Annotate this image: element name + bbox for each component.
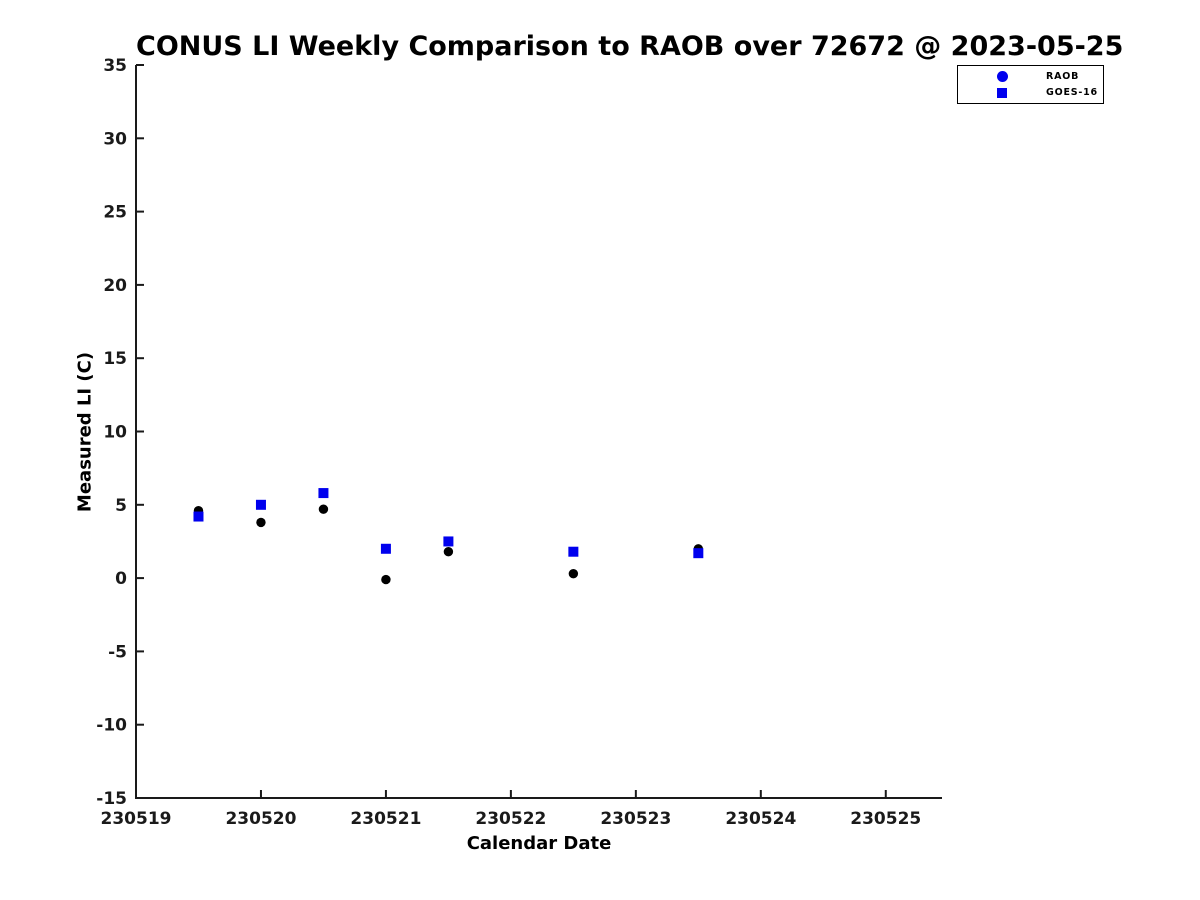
y-tick-label: -5 (108, 642, 127, 662)
data-point-raob (443, 547, 454, 557)
data-point-raob (381, 574, 391, 585)
legend-marker-wrap (958, 71, 1046, 82)
data-point-raob (256, 517, 266, 528)
legend-label-goes16: GOES-16 (1046, 87, 1098, 98)
raob-circle-marker-icon (996, 71, 1008, 82)
goes16-square-marker-icon (997, 87, 1007, 98)
y-tick-label: 20 (103, 276, 127, 296)
data-point-goes16 (193, 511, 204, 522)
y-axis-label: Measured LI (C) (74, 351, 96, 513)
data-point-goes16 (380, 543, 391, 554)
y-tick-label: 15 (103, 349, 127, 369)
x-tick-label: 230523 (600, 809, 671, 829)
legend-entry-raob: RAOB (958, 70, 1103, 83)
x-axis-label: Calendar Date (466, 833, 612, 854)
data-point-goes16 (568, 546, 579, 557)
x-tick-label: 230522 (475, 809, 546, 829)
data-point-goes16 (318, 488, 329, 499)
data-point-goes16 (443, 536, 454, 547)
y-tick-label: 0 (115, 569, 127, 589)
y-tick-label: 35 (103, 56, 127, 76)
x-tick-label: 230525 (850, 809, 921, 829)
data-point-goes16 (255, 499, 266, 510)
y-tick-label: 5 (115, 496, 127, 516)
legend-label-raob: RAOB (1046, 71, 1080, 82)
y-tick-label: 30 (103, 129, 127, 149)
x-tick-label: 230520 (225, 809, 296, 829)
legend-entry-goes16: GOES-16 (958, 86, 1103, 99)
data-point-raob (318, 504, 329, 514)
x-tick-label: 230524 (725, 809, 796, 829)
x-tick-label: 230519 (101, 809, 172, 829)
y-tick-label: 10 (103, 423, 127, 443)
data-point-goes16 (693, 548, 704, 559)
y-tick-label: -10 (96, 716, 127, 736)
legend: RAOB GOES-16 (957, 65, 1104, 104)
x-tick-label: 230521 (350, 809, 421, 829)
y-tick-label: -15 (96, 789, 127, 809)
legend-marker-wrap (958, 87, 1046, 98)
y-tick-label: 25 (103, 203, 127, 223)
data-point-raob (568, 569, 579, 579)
axes-spines (135, 65, 942, 799)
